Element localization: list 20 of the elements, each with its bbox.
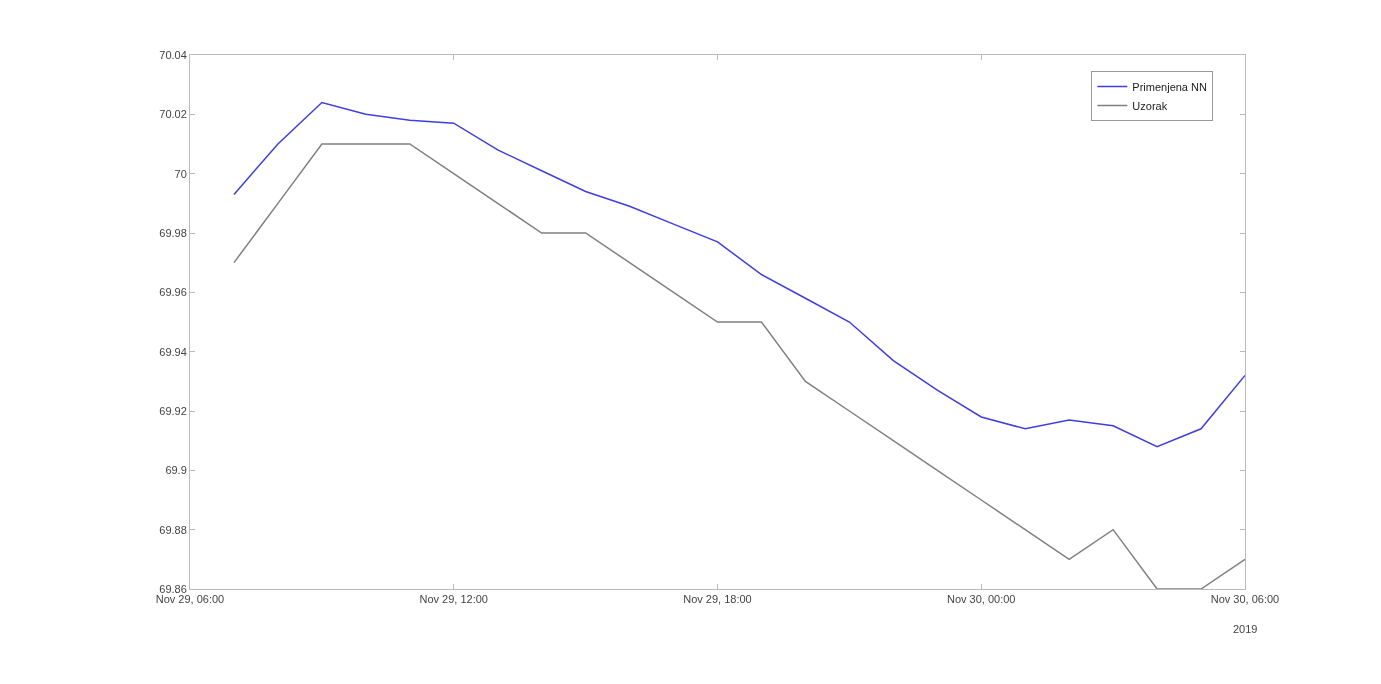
y-tick-label: 69.88 — [159, 523, 187, 536]
y-tick-label: 70.02 — [159, 108, 187, 121]
y-tick-label: 69.86 — [159, 582, 187, 595]
line-series — [233, 143, 1245, 589]
line-series — [233, 101, 1245, 448]
y-tick-label: 69.98 — [159, 226, 187, 239]
legend-label: Uzorak — [1132, 99, 1168, 112]
y-tick-label: 69.9 — [165, 464, 187, 477]
y-tick-label: 69.94 — [159, 345, 187, 358]
y-tick-label: 69.96 — [159, 286, 187, 299]
y-tick-label: 70.04 — [159, 48, 187, 61]
x-tick-label: Nov 30, 06:00 — [1210, 593, 1280, 606]
x-tick-label: Nov 30, 00:00 — [947, 593, 1016, 606]
x-tick-label: Nov 29, 06:00 — [155, 593, 225, 606]
x-tick-label: Nov 29, 12:00 — [419, 593, 488, 606]
x-tick-label: Nov 29, 18:00 — [683, 593, 752, 606]
text: 2019 — [1233, 623, 1258, 635]
y-tick-label: 69.92 — [159, 404, 187, 417]
legend-label: Primenjena NN — [1132, 80, 1207, 93]
y-tick-label: 70 — [174, 167, 187, 180]
